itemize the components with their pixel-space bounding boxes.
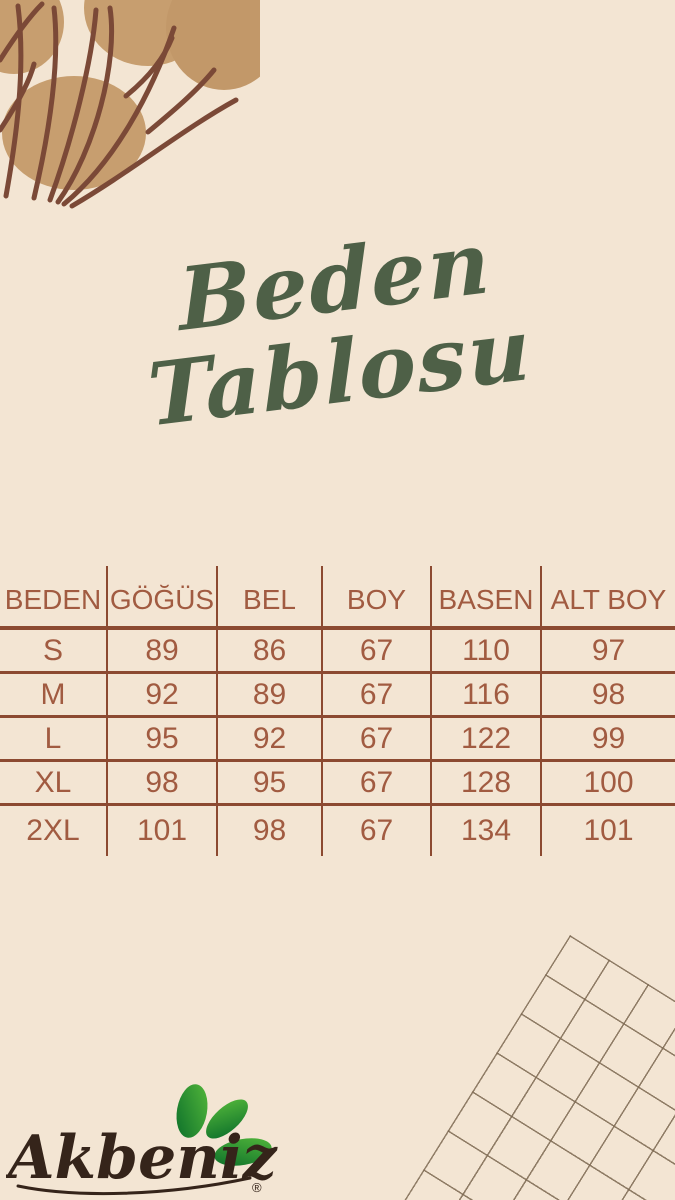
cell-bel: 86 — [217, 628, 323, 674]
cell-size: S — [0, 628, 108, 674]
cell-altboy: 99 — [541, 716, 675, 762]
registered-mark: ® — [252, 1180, 262, 1195]
table-row-xl: XL 98 95 67 128 100 — [0, 760, 675, 806]
table-row-s: S 89 86 67 110 97 — [0, 628, 675, 674]
cell-altboy: 98 — [541, 672, 675, 718]
cell-gogus: 95 — [107, 716, 218, 762]
cell-bel: 98 — [217, 804, 323, 856]
column-header-basen: BASEN — [431, 566, 542, 630]
table-row-l: L 95 92 67 122 99 — [0, 716, 675, 762]
cell-basen: 128 — [431, 760, 542, 806]
column-header-altboy: ALT BOY — [541, 566, 675, 630]
cell-gogus: 98 — [107, 760, 218, 806]
cell-gogus: 92 — [107, 672, 218, 718]
cell-basen: 134 — [431, 804, 542, 856]
cell-bel: 89 — [217, 672, 323, 718]
cell-size: XL — [0, 760, 108, 806]
table-row-2xl: 2XL 101 98 67 134 101 — [0, 804, 675, 856]
cell-altboy: 97 — [541, 628, 675, 674]
cell-gogus: 101 — [107, 804, 218, 856]
header-row: BEDEN GÖĞÜS BEL BOY BASEN ALT BOY — [0, 566, 675, 630]
cell-boy: 67 — [322, 716, 432, 762]
branch-lines — [0, 1, 239, 209]
cell-boy: 67 — [322, 672, 432, 718]
column-header-beden: BEDEN — [0, 566, 108, 630]
cell-gogus: 89 — [107, 628, 218, 674]
cell-size: 2XL — [0, 804, 108, 856]
cell-boy: 67 — [322, 628, 432, 674]
cell-basen: 122 — [431, 716, 542, 762]
cell-boy: 67 — [322, 760, 432, 806]
column-header-boy: BOY — [322, 566, 432, 630]
page-title: Beden Tablosu — [0, 195, 675, 460]
cell-boy: 67 — [322, 804, 432, 856]
cell-size: M — [0, 672, 108, 718]
leaf-icon — [176, 1084, 272, 1166]
grid-decoration — [342, 935, 675, 1200]
table-row-m: M 92 89 67 116 98 — [0, 672, 675, 718]
column-header-bel: BEL — [217, 566, 323, 630]
size-table: BEDEN GÖĞÜS BEL BOY BASEN ALT BOY S 89 8… — [0, 566, 675, 856]
brand-logo: Akbeniz ® — [6, 1084, 279, 1196]
logo-swash — [16, 1176, 252, 1196]
cell-size: L — [0, 716, 108, 762]
cell-altboy: 100 — [541, 760, 675, 806]
logo-wordmark: Akbeniz — [6, 1123, 279, 1193]
cell-altboy: 101 — [583, 814, 634, 847]
column-header-gogus: GÖĞÜS — [107, 566, 218, 630]
cell-basen: 110 — [431, 628, 542, 674]
cell-bel: 92 — [217, 716, 323, 762]
cell-bel: 95 — [217, 760, 323, 806]
branch-decoration — [0, 0, 260, 209]
cell-basen: 116 — [431, 672, 542, 718]
